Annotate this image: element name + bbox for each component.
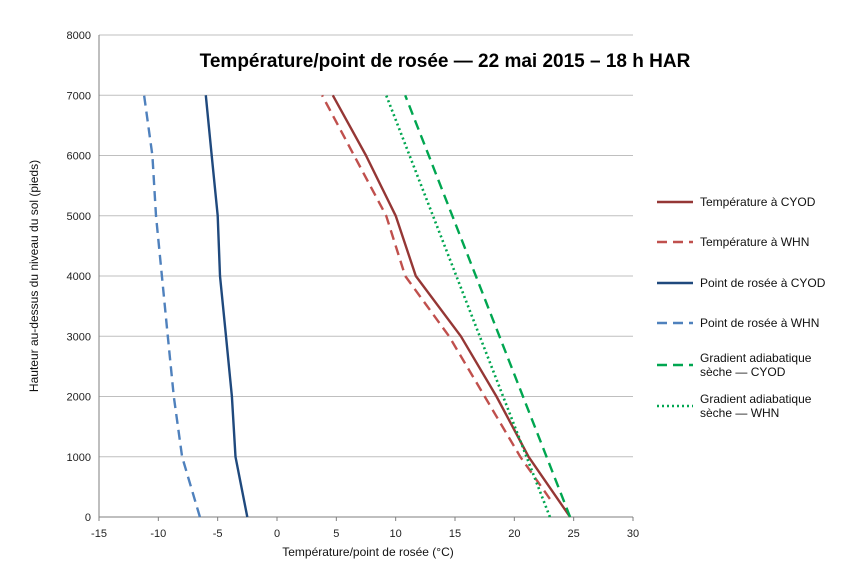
series-line-2 <box>321 94 551 500</box>
y-tick-label: 8000 <box>67 30 91 42</box>
x-tick-label: -15 <box>91 528 107 540</box>
y-tick-label: 3000 <box>67 331 91 343</box>
y-tick-label: 2000 <box>67 392 91 404</box>
x-tick-label: 30 <box>627 528 639 540</box>
legend-label-3: Point de rosée à CYOD <box>700 276 826 290</box>
x-tick-label: -5 <box>213 528 223 540</box>
x-tick-label: 25 <box>568 528 580 540</box>
legend-label-2: Température à WHN <box>700 235 809 249</box>
y-tick-label: 7000 <box>67 90 91 102</box>
x-tick-label: 5 <box>333 528 339 540</box>
series-line-6 <box>384 94 552 518</box>
series-lines <box>142 94 572 518</box>
series-line-5 <box>404 94 572 518</box>
legend-label-1: Température à CYOD <box>700 195 816 209</box>
y-tick-label: 4000 <box>67 271 91 283</box>
series-line-3 <box>204 95 249 518</box>
series-line-4 <box>142 95 202 518</box>
x-tick-label: 15 <box>449 528 461 540</box>
x-tick-label: 10 <box>390 528 402 540</box>
legend-label-4: Point de rosée à WHN <box>700 316 819 330</box>
x-tick-label: 0 <box>274 528 280 540</box>
y-tick-label: 5000 <box>67 211 91 223</box>
y-tick-label: 1000 <box>67 452 91 464</box>
axes <box>98 35 634 521</box>
y-axis-title: Hauteur au-dessus du niveau du sol (pied… <box>27 160 41 392</box>
legend: Température à CYOD Température à WHN Point… <box>657 195 826 420</box>
legend-label-6: Gradient adiabatique sèche — WHN <box>700 392 812 420</box>
chart-title: Température/point de rosée — 22 mai 2015… <box>200 51 691 72</box>
x-tick-label: 20 <box>508 528 520 540</box>
x-tick-labels: -15 -10 -5 0 5 10 15 20 25 30 <box>91 528 639 540</box>
x-tick-label: -10 <box>150 528 166 540</box>
gridlines <box>99 34 633 458</box>
series-line-1 <box>331 94 572 518</box>
y-tick-labels: 0 1000 2000 3000 4000 5000 6000 7000 8000 <box>67 30 91 524</box>
y-tick-label: 6000 <box>67 151 91 163</box>
x-axis-title: Température/point de rosée (°C) <box>282 545 454 559</box>
legend-label-5: Gradient adiabatique sèche — CYOD <box>700 351 812 379</box>
y-tick-label: 0 <box>85 512 91 524</box>
